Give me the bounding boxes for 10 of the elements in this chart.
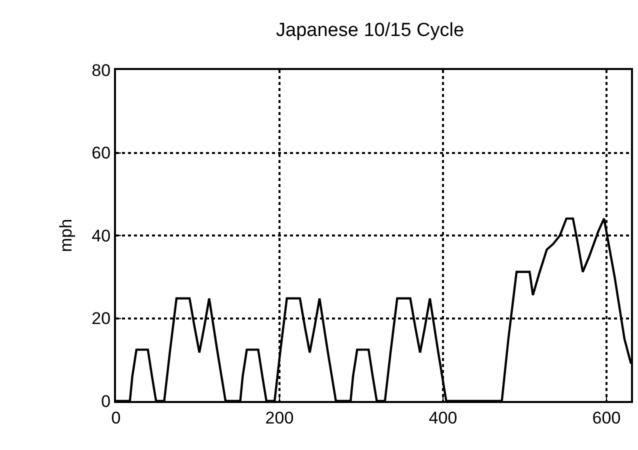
x-tick-label: 200 [265,408,294,428]
chart-title: Japanese 10/15 Cycle [276,20,464,41]
y-tick-label: 0 [101,392,111,411]
y-tick-label: 40 [92,226,111,246]
y-axis-title: mph [56,218,76,252]
y-tick-label: 80 [92,60,111,80]
x-tick-label: 400 [428,408,458,428]
y-tick-label: 20 [92,309,111,328]
y-tick-label: 60 [92,144,111,163]
x-tick-label: 600 [592,408,621,428]
